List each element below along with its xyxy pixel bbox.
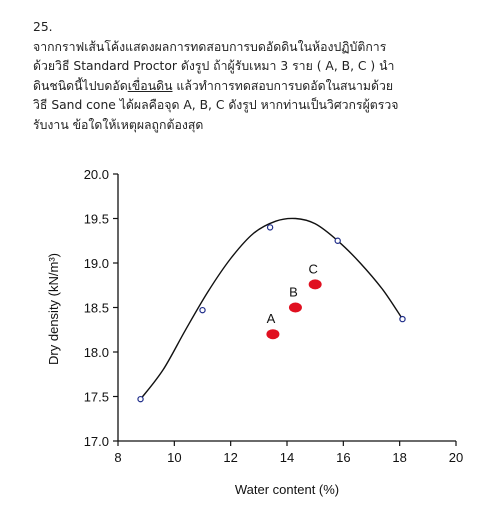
compaction-curve	[139, 217, 404, 400]
chart-points: ABC	[137, 224, 406, 403]
x-tick-label: 16	[336, 450, 350, 465]
field-point-c	[308, 279, 322, 290]
lab-test-point	[199, 306, 206, 314]
x-axis-label: Water content (%)	[235, 482, 339, 497]
question-line-3-start: ดินชนิดนี้ไปบดอัด	[33, 78, 128, 93]
chart-axes	[117, 174, 456, 442]
x-tick-label: 12	[223, 450, 237, 465]
question-line-5: รับงาน ข้อใดให้เหตุผลถูกต้องสุด	[33, 117, 204, 132]
x-tick-label: 18	[392, 450, 406, 465]
field-point-label: C	[308, 261, 317, 276]
chart-ticks: 8 10 12 14 16 18 20 17.0 17.5 18.0 18.5 19.0 19.5 20.…	[84, 167, 464, 465]
y-tick-label: 17.5	[84, 390, 109, 405]
question-number: 25.	[33, 20, 53, 34]
underlined-term: เขื่อนดิน	[127, 78, 173, 93]
lab-test-point	[266, 224, 274, 231]
lab-test-point	[137, 395, 144, 403]
y-tick-label: 19.5	[84, 212, 109, 227]
field-point-a	[266, 329, 280, 340]
lab-test-point	[334, 237, 341, 244]
x-tick-label: 14	[280, 450, 294, 465]
question-line-2: ด้วยวิธี Standard Proctor ดังรูป ถ้าผู้ร…	[33, 59, 395, 73]
x-tick-label: 8	[114, 450, 121, 465]
question-line-4: วิธี Sand cone ได้ผลคือจุด A, B, C ดังรู…	[33, 98, 399, 112]
y-tick-label: 20.0	[84, 167, 109, 182]
question-text: 25. จากกราฟเส้นโค้งแสดงผลการทดสอบการบดอั…	[33, 18, 495, 135]
field-point-label: B	[289, 285, 298, 300]
question-line-3: ดินชนิดนี้ไปบดอัดเขื่อนดิน แล้วทำการทดสอ…	[33, 77, 495, 97]
question-line-3-end: แล้วทำการทดสอบการบดอัดในสนามด้วย	[172, 78, 394, 93]
lab-test-point	[399, 315, 406, 323]
x-tick-label: 20	[449, 450, 463, 465]
field-point-b	[288, 302, 302, 313]
y-tick-label: 18.0	[84, 345, 109, 360]
y-tick-label: 17.0	[84, 434, 109, 449]
y-axis-label: Dry density (kN/m³)	[46, 253, 61, 365]
x-tick-label: 10	[167, 450, 181, 465]
field-point-label: A	[267, 311, 276, 326]
question-line-1: จากกราฟเส้นโค้งแสดงผลการทดสอบการบดอัดดิน…	[33, 39, 387, 54]
y-tick-label: 18.5	[84, 301, 109, 316]
y-tick-label: 19.0	[84, 256, 109, 271]
